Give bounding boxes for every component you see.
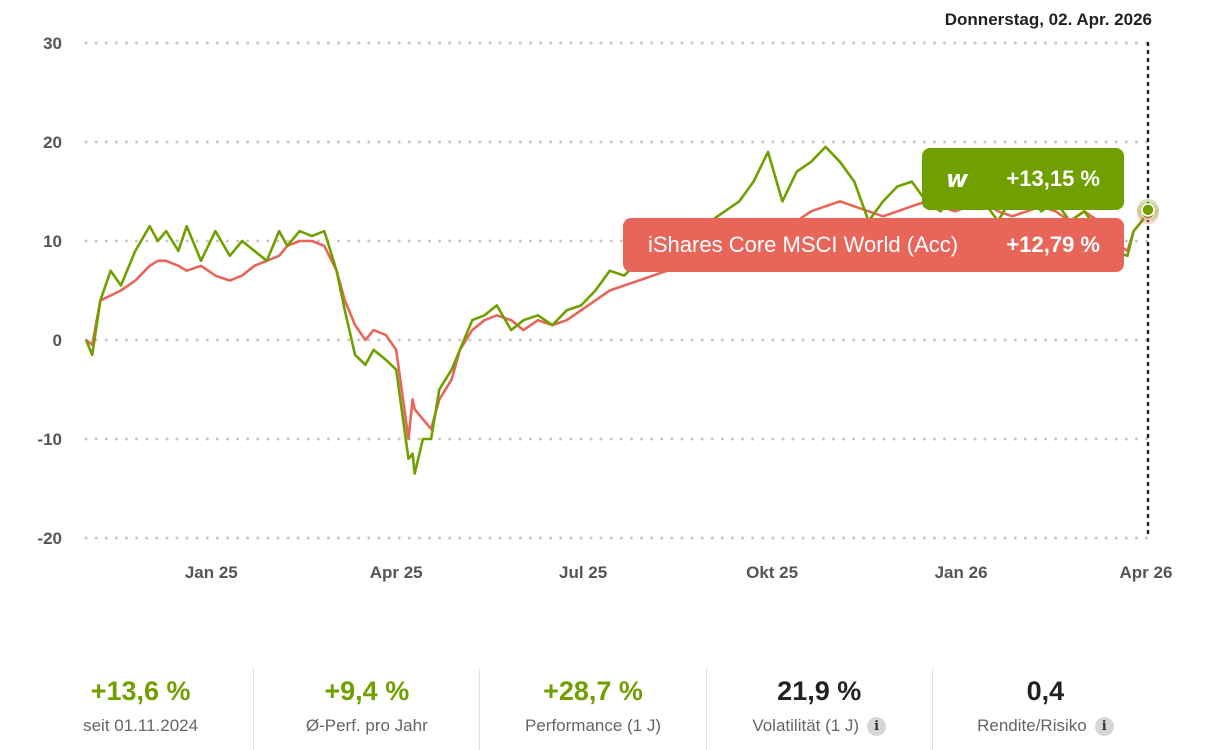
- stats-bar: +13,6 % seit 01.11.2024 +9,4 % Ø-Perf. p…: [28, 668, 1158, 750]
- stat-value: 21,9 %: [777, 676, 862, 706]
- info-icon[interactable]: i: [1094, 717, 1114, 736]
- y-axis-ticks: 30 20 10 0 -10 -20: [37, 34, 62, 548]
- x-tick-label: Jan 25: [185, 563, 238, 582]
- stat-label: Rendite/Risiko: [977, 716, 1087, 735]
- tooltip-red: iShares Core MSCI World (Acc) +12,79 %: [623, 218, 1124, 272]
- stat-label: Ø-Perf. pro Jahr: [305, 716, 428, 735]
- stat-label: Volatilität (1 J): [752, 716, 860, 735]
- stat-performance-1y: +28,7 % Performance (1 J): [479, 668, 705, 750]
- stat-total-performance: +13,6 % seit 01.11.2024: [28, 668, 253, 750]
- x-axis-ticks: Jan 25 Apr 25 Jul 25 Okt 25 Jan 26 Apr 26: [185, 563, 1173, 582]
- marker-dot: [1141, 203, 1155, 217]
- info-icon[interactable]: i: [867, 717, 887, 736]
- tooltip-red-value: +12,79 %: [1006, 232, 1100, 257]
- tooltip-red-name: iShares Core MSCI World (Acc): [648, 232, 959, 257]
- y-tick-label: 0: [53, 331, 62, 350]
- stat-label: Performance (1 J): [524, 716, 662, 735]
- x-tick-label: Apr 25: [370, 563, 423, 582]
- stat-volatility: 21,9 % Volatilität (1 J) i: [705, 668, 932, 750]
- date-label: Donnerstag, 02. Apr. 2026: [945, 10, 1152, 29]
- y-tick-label: 30: [43, 34, 62, 53]
- x-tick-label: Jul 25: [559, 563, 607, 582]
- hover-markers: [1137, 198, 1159, 225]
- stat-value: +13,6 %: [90, 676, 191, 706]
- y-tick-label: 20: [43, 133, 62, 152]
- tooltip-green-value: +13,15 %: [1006, 166, 1100, 191]
- y-tick-label: -10: [37, 430, 62, 449]
- y-tick-label: -20: [37, 529, 62, 548]
- stat-label-row: Volatilität (1 J) i: [707, 716, 932, 736]
- stat-label: seit 01.11.2024: [83, 716, 199, 735]
- stat-return-risk: 0,4 Rendite/Risiko i: [931, 668, 1158, 750]
- wikifolio-logo-icon: w: [946, 165, 968, 193]
- grid-lines: [84, 41, 1150, 540]
- stat-value: +9,4 %: [324, 676, 410, 706]
- tooltip-green: w +13,15 %: [922, 148, 1124, 210]
- x-tick-label: Apr 26: [1119, 563, 1172, 582]
- y-tick-label: 10: [43, 232, 62, 251]
- x-tick-label: Jan 26: [935, 563, 988, 582]
- stat-label-row: Rendite/Risiko i: [933, 716, 1158, 736]
- stat-value: +28,7 %: [543, 676, 643, 706]
- x-tick-label: Okt 25: [746, 563, 798, 582]
- stat-value: 0,4: [1026, 676, 1065, 706]
- stat-avg-performance: +9,4 % Ø-Perf. pro Jahr: [253, 668, 479, 750]
